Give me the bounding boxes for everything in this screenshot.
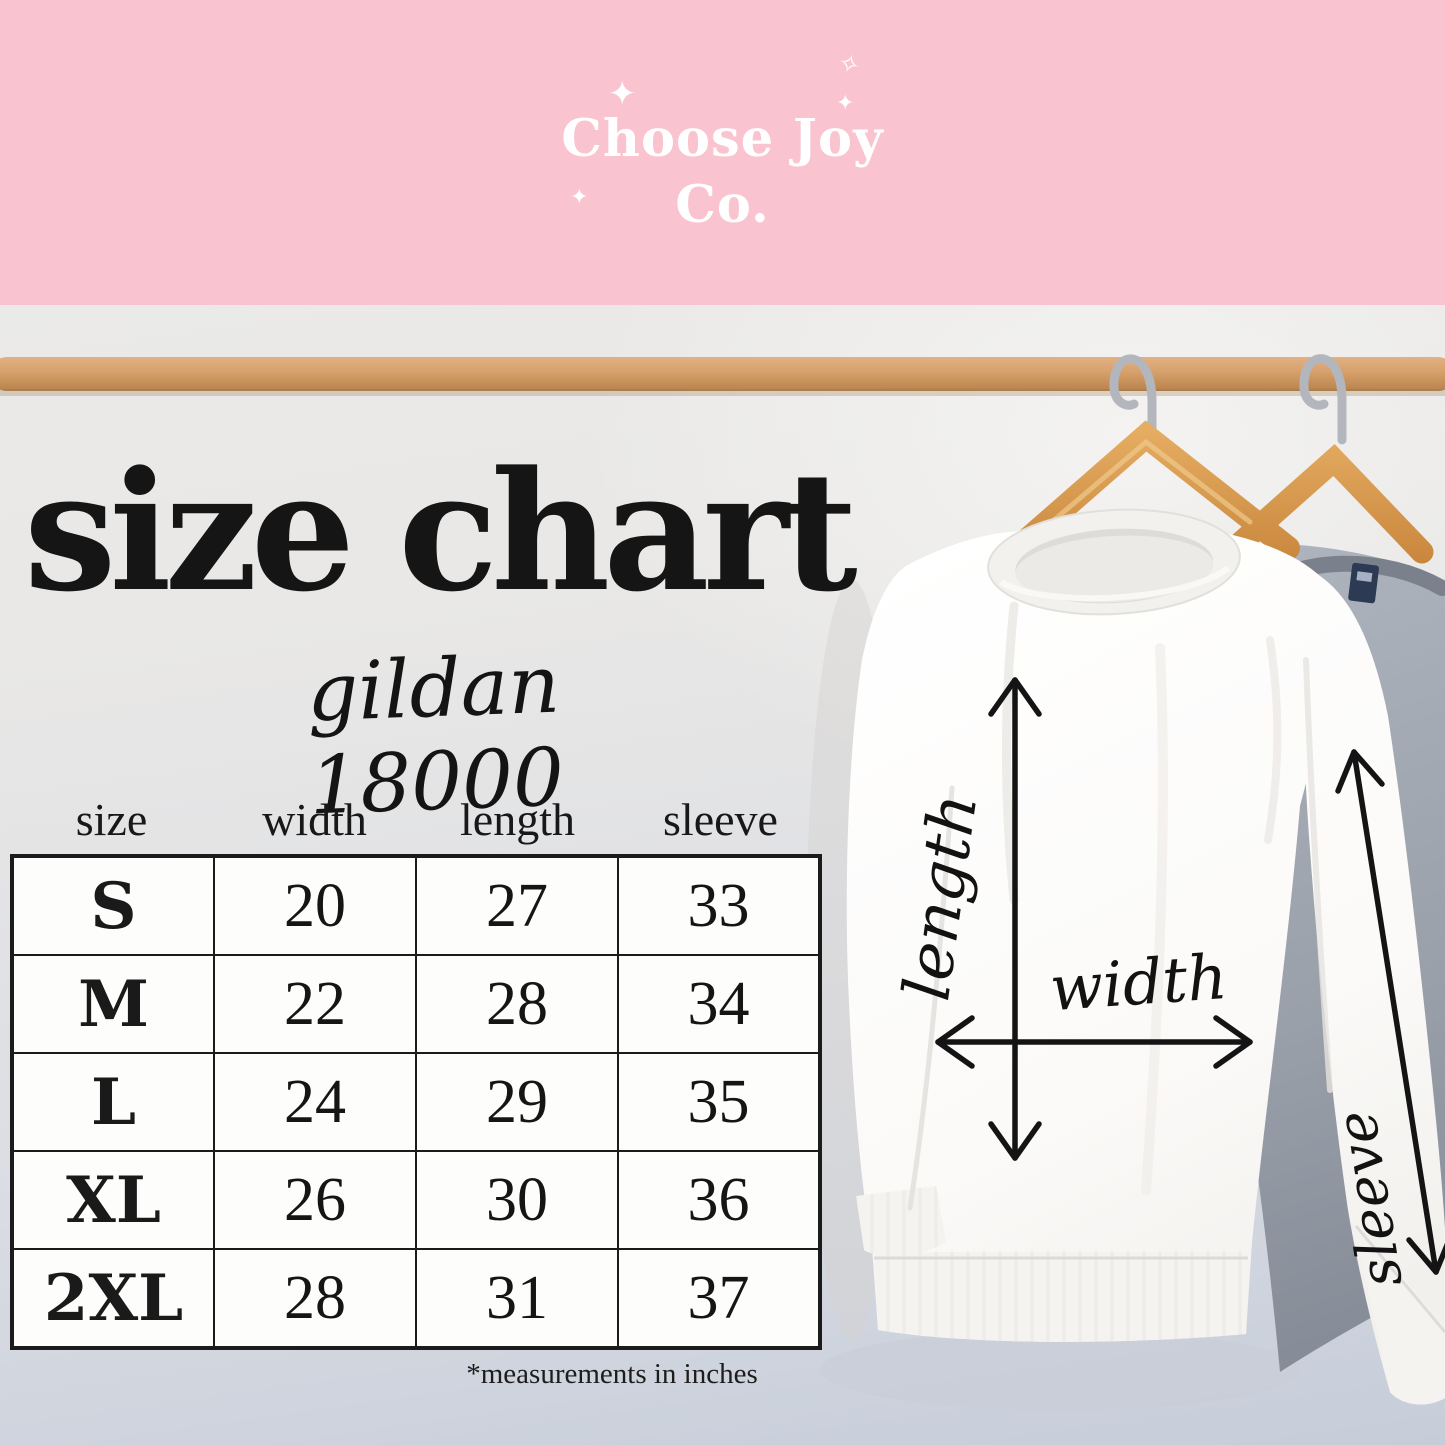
collar [987,508,1241,616]
value-cell: 37 [617,1248,821,1349]
brand-name: Choose Joy Co. [0,106,1445,239]
value-cell: 30 [415,1150,619,1250]
header-cell-size: size [75,794,148,845]
value-cell: 34 [617,954,821,1054]
size-cell: L [11,1052,215,1152]
value-cell: 28 [213,1248,417,1349]
white-sweatshirt-body [846,527,1337,1342]
size-cell: 2XL [11,1248,215,1349]
value-cell: 31 [415,1248,619,1349]
header-cell-width: width [262,794,367,845]
table-row: M 22 28 34 [11,954,821,1054]
table-row: S 20 27 33 [11,855,821,956]
clothing-rod [0,357,1445,391]
fabric-creases [907,601,1333,1211]
right-cuff-seam [1354,1225,1445,1333]
hem-band-ribs [874,1252,1250,1342]
header-cell-length: length [460,794,575,845]
value-cell: 33 [617,855,821,956]
size-cell: S [11,855,215,956]
size-cell: XL [11,1150,215,1250]
hanger-highlight [1037,438,1253,535]
length-arrow [988,677,1042,1161]
size-chart-block: size width length sleeve S 20 27 33 M 22… [10,786,822,1350]
value-cell: 20 [213,855,417,956]
value-cell: 29 [415,1052,619,1152]
value-cell: 36 [617,1150,821,1250]
sparkle-icon: ✦ [836,90,855,115]
sparkle-icon: ✦ [570,184,589,209]
measurement-arrows [935,677,1445,1275]
table-header-row: size width length sleeve [10,786,822,854]
brand-line1: Choose Joy [561,109,884,169]
width-label: width [1047,940,1229,1025]
sleeve-arrow [1335,749,1445,1275]
value-cell: 22 [213,954,417,1054]
size-cell: M [11,954,215,1054]
right-cuff [1352,1216,1445,1405]
hanger-hook-icon [1299,354,1347,445]
measurements-footnote: *measurements in inches [466,1358,758,1390]
floor-shadow [820,1330,1300,1410]
size-table: S 20 27 33 M 22 28 34 L 24 29 35 [10,854,822,1350]
width-arrow [935,1015,1253,1069]
value-cell: 26 [213,1150,417,1250]
header-band: Choose Joy Co. ✦ ✦ ✧ ✦ [0,0,1445,305]
table-row: 2XL 28 31 37 [11,1248,821,1349]
sparkle-icon: ✧ [834,47,864,82]
left-cuff-ribs [856,1186,946,1257]
care-tag [1348,562,1379,604]
table-row: XL 26 30 36 [11,1150,821,1250]
sparkle-icon: ✦ [608,76,637,113]
table-row: L 24 29 35 [11,1052,821,1152]
page-title: size chart [24,435,858,628]
brand-line2: Co. [675,175,770,236]
hanger-hook-icon [1109,354,1157,453]
value-cell: 35 [617,1052,821,1152]
value-cell: 24 [213,1052,417,1152]
clothing-rod-shadow [0,389,1445,396]
value-cell: 28 [415,954,619,1054]
header-cell-sleeve: sleeve [663,794,778,845]
value-cell: 27 [415,855,619,956]
